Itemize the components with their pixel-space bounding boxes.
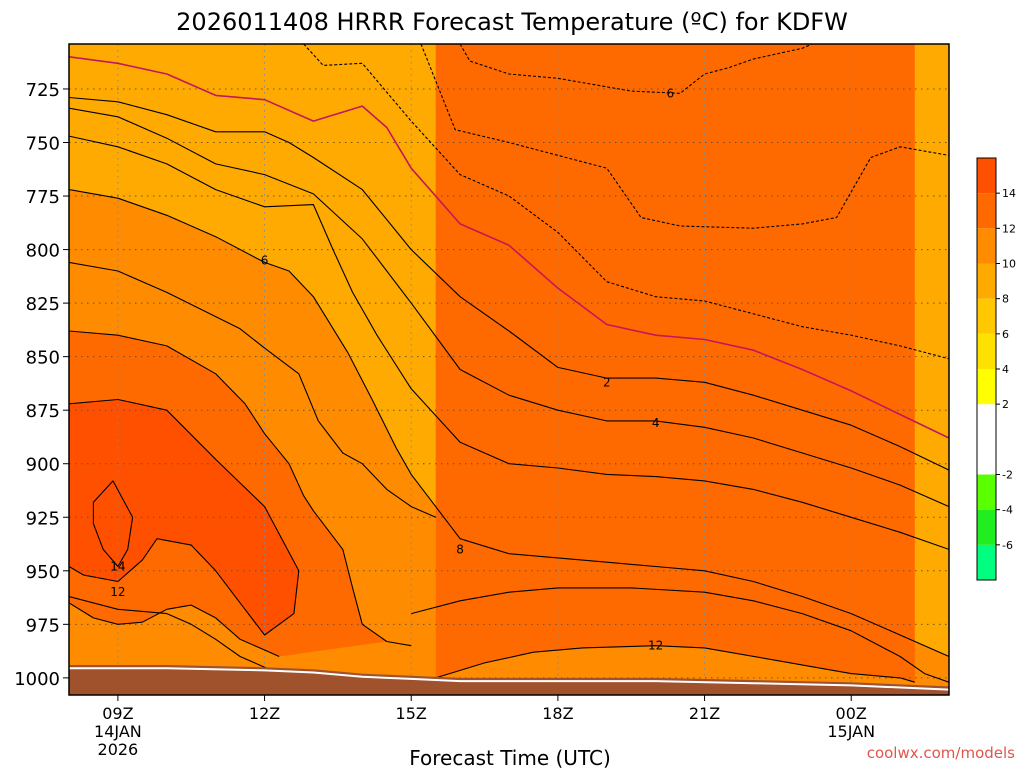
colorbar-label-0: -6 [1002,539,1013,552]
y-tick-label-4: 825 [26,294,60,315]
contour-line-7 [411,587,949,683]
contour-label-7: 6 [667,86,675,100]
x-tick-sublabel-5: 15JAN [827,722,875,741]
colorbar-swatch-2 [977,474,996,510]
y-tick-label-7: 900 [26,455,60,476]
ground-layer [69,665,949,695]
contour-labels: 6 14 12 8 2 4 12 6 [110,86,674,652]
y-tick-label-2: 775 [26,187,60,208]
x-tick-label-0: 09Z [102,704,133,723]
y-tick-label-0: 725 [26,80,60,101]
y-tick-label-1: 750 [26,134,60,155]
contour-line-5 [69,261,436,518]
contour-line-2 [69,330,412,647]
x-tick-label-4: 21Z [689,704,720,723]
contour-lines [69,44,949,683]
contour-line-1 [69,398,300,636]
colorbar-label-7: 10 [1002,258,1016,271]
contour-label-6: 12 [648,639,663,653]
temperature-bands [69,44,949,683]
plot-area [69,44,949,695]
colorbar-label-1: -4 [1002,504,1013,517]
band-11 [435,44,915,683]
contour-label-2: 12 [110,585,125,599]
contour-line-4 [435,645,915,683]
colorbar-swatch-11 [977,158,996,194]
colorbar-label-6: 8 [1002,293,1009,306]
x-tick-label-1: 12Z [249,704,280,723]
grid-lines [69,44,949,695]
colorbar-swatch-7 [977,298,996,334]
colorbar-label-2: -2 [1002,469,1013,482]
contour-label-1: 14 [110,560,125,574]
band-10 [93,480,133,567]
colorbar-swatch-8 [977,263,996,299]
y-tick-label-6: 875 [26,401,60,422]
y-tick-label-3: 800 [26,241,60,262]
credit-link[interactable]: coolwx.com/models [867,744,1015,762]
colorbar-label-3: 2 [1002,398,1009,411]
contour-label-5: 4 [652,416,660,430]
contour-line-13 [303,44,949,360]
x-tick-label-5: 00Z [836,704,867,723]
colorbar-swatch-10 [977,193,996,229]
plot-frame [68,43,950,696]
colorbar-label-8: 12 [1002,222,1016,235]
colorbar: -6 -4 -2 2 4 6 8 10 12 14 [976,157,1016,581]
y-axis: 725 750 775 800 825 850 875 900 925 950 975 1000 [14,80,69,690]
contour-line-6 [69,595,280,675]
colorbar-swatch-0 [977,544,996,580]
contour-line-8 [69,189,949,658]
y-tick-label-11: 1000 [14,669,60,690]
colorbar-swatch-3 [977,439,996,475]
colorbar-swatch-6 [977,333,996,369]
contour-label-4: 2 [603,375,611,389]
ground-edge [69,667,949,691]
x-tick-sublabel-0: 14JAN [94,722,142,741]
contour-line-12 [69,56,949,439]
ground-fill [69,665,949,695]
contour-label-3: 8 [456,542,464,556]
y-tick-label-9: 950 [26,562,60,583]
colorbar-label-5: 6 [1002,328,1009,341]
band-9 [69,44,299,635]
x-axis-label: Forecast Time (UTC) [409,746,611,768]
contour-line-9 [69,135,949,550]
contour-line-3 [69,602,280,658]
contour-line-11 [69,96,949,471]
contour-line-0 [92,480,134,568]
chart-title: 2026011408 HRRR Forecast Temperature (ºC… [176,8,848,36]
contour-line-15 [459,44,813,94]
colorbar-swatch-1 [977,509,996,545]
colorbar-swatch-5 [977,369,996,405]
colorbar-swatch-9 [977,228,996,264]
y-tick-label-5: 850 [26,348,60,369]
colorbar-label-4: 4 [1002,363,1009,376]
y-tick-label-10: 975 [26,615,60,636]
y-tick-label-8: 925 [26,508,60,529]
colorbar-label-9: 14 [1002,187,1016,200]
x-tick-label-2: 15Z [396,704,427,723]
contour-label-0: 6 [261,253,269,267]
x-tick-sublabel2-0: 2026 [98,740,139,759]
colorbar-swatch-4 [977,404,996,440]
contour-line-14 [420,44,949,229]
contour-line-10 [69,107,949,508]
x-tick-label-3: 18Z [542,704,573,723]
